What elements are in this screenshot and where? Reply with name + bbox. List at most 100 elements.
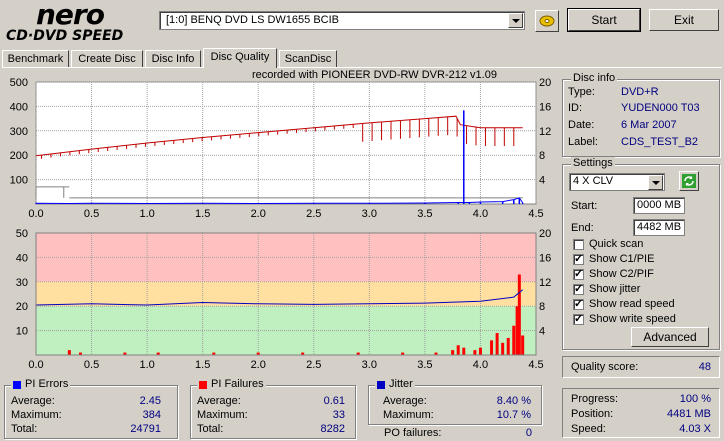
speed-value: 4.03 X xyxy=(679,423,711,435)
checkbox-label: Show jitter xyxy=(589,283,641,295)
y-right-tick-label: 20 xyxy=(539,77,551,89)
pi-errors-color-icon xyxy=(13,381,21,389)
drive-select-value: [1:0] BENQ DVD LS DW1655 BCIB xyxy=(166,14,340,26)
tab-disc-quality[interactable]: Disc Quality xyxy=(203,48,277,68)
position-label: Position: xyxy=(571,408,614,420)
jitter-avg-label: Average: xyxy=(383,395,427,407)
position-value: 4481 MB xyxy=(666,408,711,420)
refresh-icon xyxy=(682,174,696,188)
eject-button[interactable] xyxy=(535,10,559,32)
x-tick-label: 0.0 xyxy=(28,208,43,220)
x-tick-label: 3.0 xyxy=(362,208,377,220)
nero-logo: nero CD·DVD SPEED xyxy=(6,0,148,46)
refresh-button[interactable] xyxy=(679,171,699,191)
checkbox-label: Show C2/PIF xyxy=(589,268,654,280)
disc-label-value: CDS_TEST_B2 xyxy=(621,136,699,148)
pi-failures-group: PI Failures Average: 0.61 Maximum: 33 To… xyxy=(190,378,356,439)
jitter-group: Jitter Average: 8.40 % Maximum: 10.7 % xyxy=(368,378,542,425)
exit-button[interactable]: Exit xyxy=(649,9,719,31)
checkbox-show-write-speed[interactable] xyxy=(573,312,584,325)
x-tick-label: 2.0 xyxy=(251,208,266,220)
pi-failures-total: 8282 xyxy=(320,423,345,435)
disc-type-label: Type: xyxy=(568,86,595,98)
pi-errors-total: 24791 xyxy=(130,423,161,435)
pi-failures-avg-label: Average: xyxy=(197,395,241,407)
disc-eject-icon xyxy=(539,15,555,27)
pie-chart-area: 0.0 0.5 1.0 1.5 2.0 2.5 3.0 3.5 4.0 4.5 500 400 300 2… xyxy=(0,0,560,225)
speed-select-value: 4 X CLV xyxy=(573,175,614,187)
po-failures-label: PO failures: xyxy=(384,427,442,439)
x-tick-label: 1.5 xyxy=(195,208,210,220)
disc-id-label: ID: xyxy=(568,102,583,114)
progress-box: Progress: 100 % Position: 4481 MB Speed:… xyxy=(562,388,720,438)
disc-quality-panel xyxy=(2,67,722,440)
x-tick-label: 3.5 xyxy=(417,208,432,220)
checkbox-show-c2-pif[interactable] xyxy=(573,267,584,280)
disc-date-value: 6 Mar 2007 xyxy=(621,119,677,131)
x-tick-label: 1.0 xyxy=(139,208,154,220)
advanced-button[interactable]: Advanced xyxy=(631,327,709,347)
quality-score-box: Quality score: 48 xyxy=(562,356,720,378)
checkbox-show-c1-pie[interactable] xyxy=(573,252,584,265)
pi-failures-max: 33 xyxy=(332,409,345,421)
quality-score-value: 48 xyxy=(698,361,711,373)
y-right-tick-label: 8 xyxy=(539,150,545,162)
plot-area xyxy=(35,81,537,205)
quality-score-label: Quality score: xyxy=(571,361,639,373)
pi-errors-avg-label: Average: xyxy=(11,395,55,407)
pi-failures-title: PI Failures xyxy=(197,378,266,390)
x-tick-label: 0.5 xyxy=(84,208,99,220)
end-label: End: xyxy=(571,222,594,234)
jitter-color-icon xyxy=(377,381,385,389)
y-left-tick-label: 400 xyxy=(10,101,28,113)
disc-info-title: Disc info xyxy=(571,72,618,84)
recorded-with-text: recorded with PIONEER DVD-RW DVR-212 v1.… xyxy=(252,69,497,81)
pi-errors-max-label: Maximum: xyxy=(11,409,62,421)
brand-line1: nero xyxy=(36,0,105,31)
tab-disc-info[interactable]: Disc Info xyxy=(145,50,201,67)
tab-create-disc[interactable]: Create Disc xyxy=(71,50,143,67)
pi-errors-title: PI Errors xyxy=(11,378,71,390)
pi-errors-avg: 2.45 xyxy=(139,395,161,407)
start-label: Start: xyxy=(571,200,598,212)
x-tick-label: 4.0 xyxy=(473,208,488,220)
pi-errors-group: PI Errors Average: 2.45 Maximum: 384 Tot… xyxy=(4,378,178,439)
pi-errors-total-label: Total: xyxy=(11,423,38,435)
pie-line xyxy=(35,197,524,205)
x-tick-label: 4.5 xyxy=(528,208,543,220)
speed-select[interactable]: 4 X CLV xyxy=(569,173,665,191)
speed-label: Speed: xyxy=(571,423,606,435)
disc-type-value: DVD+R xyxy=(621,86,659,98)
pi-failures-color-icon xyxy=(199,381,207,389)
start-button[interactable]: Start xyxy=(567,8,641,32)
chevron-down-icon[interactable] xyxy=(648,175,663,190)
pi-failures-max-label: Maximum: xyxy=(197,409,248,421)
progress-label: Progress: xyxy=(571,393,619,405)
y-right-tick-label: 16 xyxy=(539,101,551,113)
tab-scandisc[interactable]: ScanDisc xyxy=(279,50,337,67)
checkbox-quick-scan[interactable] xyxy=(573,239,584,250)
checkbox-label: Quick scan xyxy=(589,238,644,250)
tab-benchmark[interactable]: Benchmark xyxy=(2,50,69,67)
y-left-tick-label: 500 xyxy=(10,77,28,89)
chevron-down-icon[interactable] xyxy=(508,13,523,28)
y-right-tick-label: 12 xyxy=(539,126,551,138)
y-left-tick-label: 200 xyxy=(10,150,28,162)
y-right-tick-label: 4 xyxy=(539,175,545,187)
checkbox-label: Show C1/PIE xyxy=(589,253,655,265)
drive-select[interactable]: [1:0] BENQ DVD LS DW1655 BCIB xyxy=(159,11,525,30)
progress-value: 100 % xyxy=(679,393,711,405)
settings-group: Settings 4 X CLV Start: 0000 MB End: 448… xyxy=(562,157,720,350)
y-left-tick-label: 300 xyxy=(10,126,28,138)
jitter-max-label: Maximum: xyxy=(383,409,434,421)
end-input[interactable]: 4482 MB xyxy=(633,219,685,236)
checkbox-show-read-speed[interactable] xyxy=(573,297,584,310)
disc-label-label: Label: xyxy=(568,136,598,148)
y-left-tick-label: 100 xyxy=(10,175,28,187)
disc-info-group: Disc info Type: DVD+R ID: YUDEN000 T03 D… xyxy=(562,72,720,157)
pi-failures-total-label: Total: xyxy=(197,423,224,435)
pie-chart: 0.0 0.5 1.0 1.5 2.0 2.5 3.0 3.5 4.0 4.5 500 400 300 2… xyxy=(10,77,552,220)
checkbox-show-jitter[interactable] xyxy=(573,282,584,295)
start-input[interactable]: 0000 MB xyxy=(633,197,685,214)
jitter-max: 10.7 % xyxy=(496,409,531,421)
